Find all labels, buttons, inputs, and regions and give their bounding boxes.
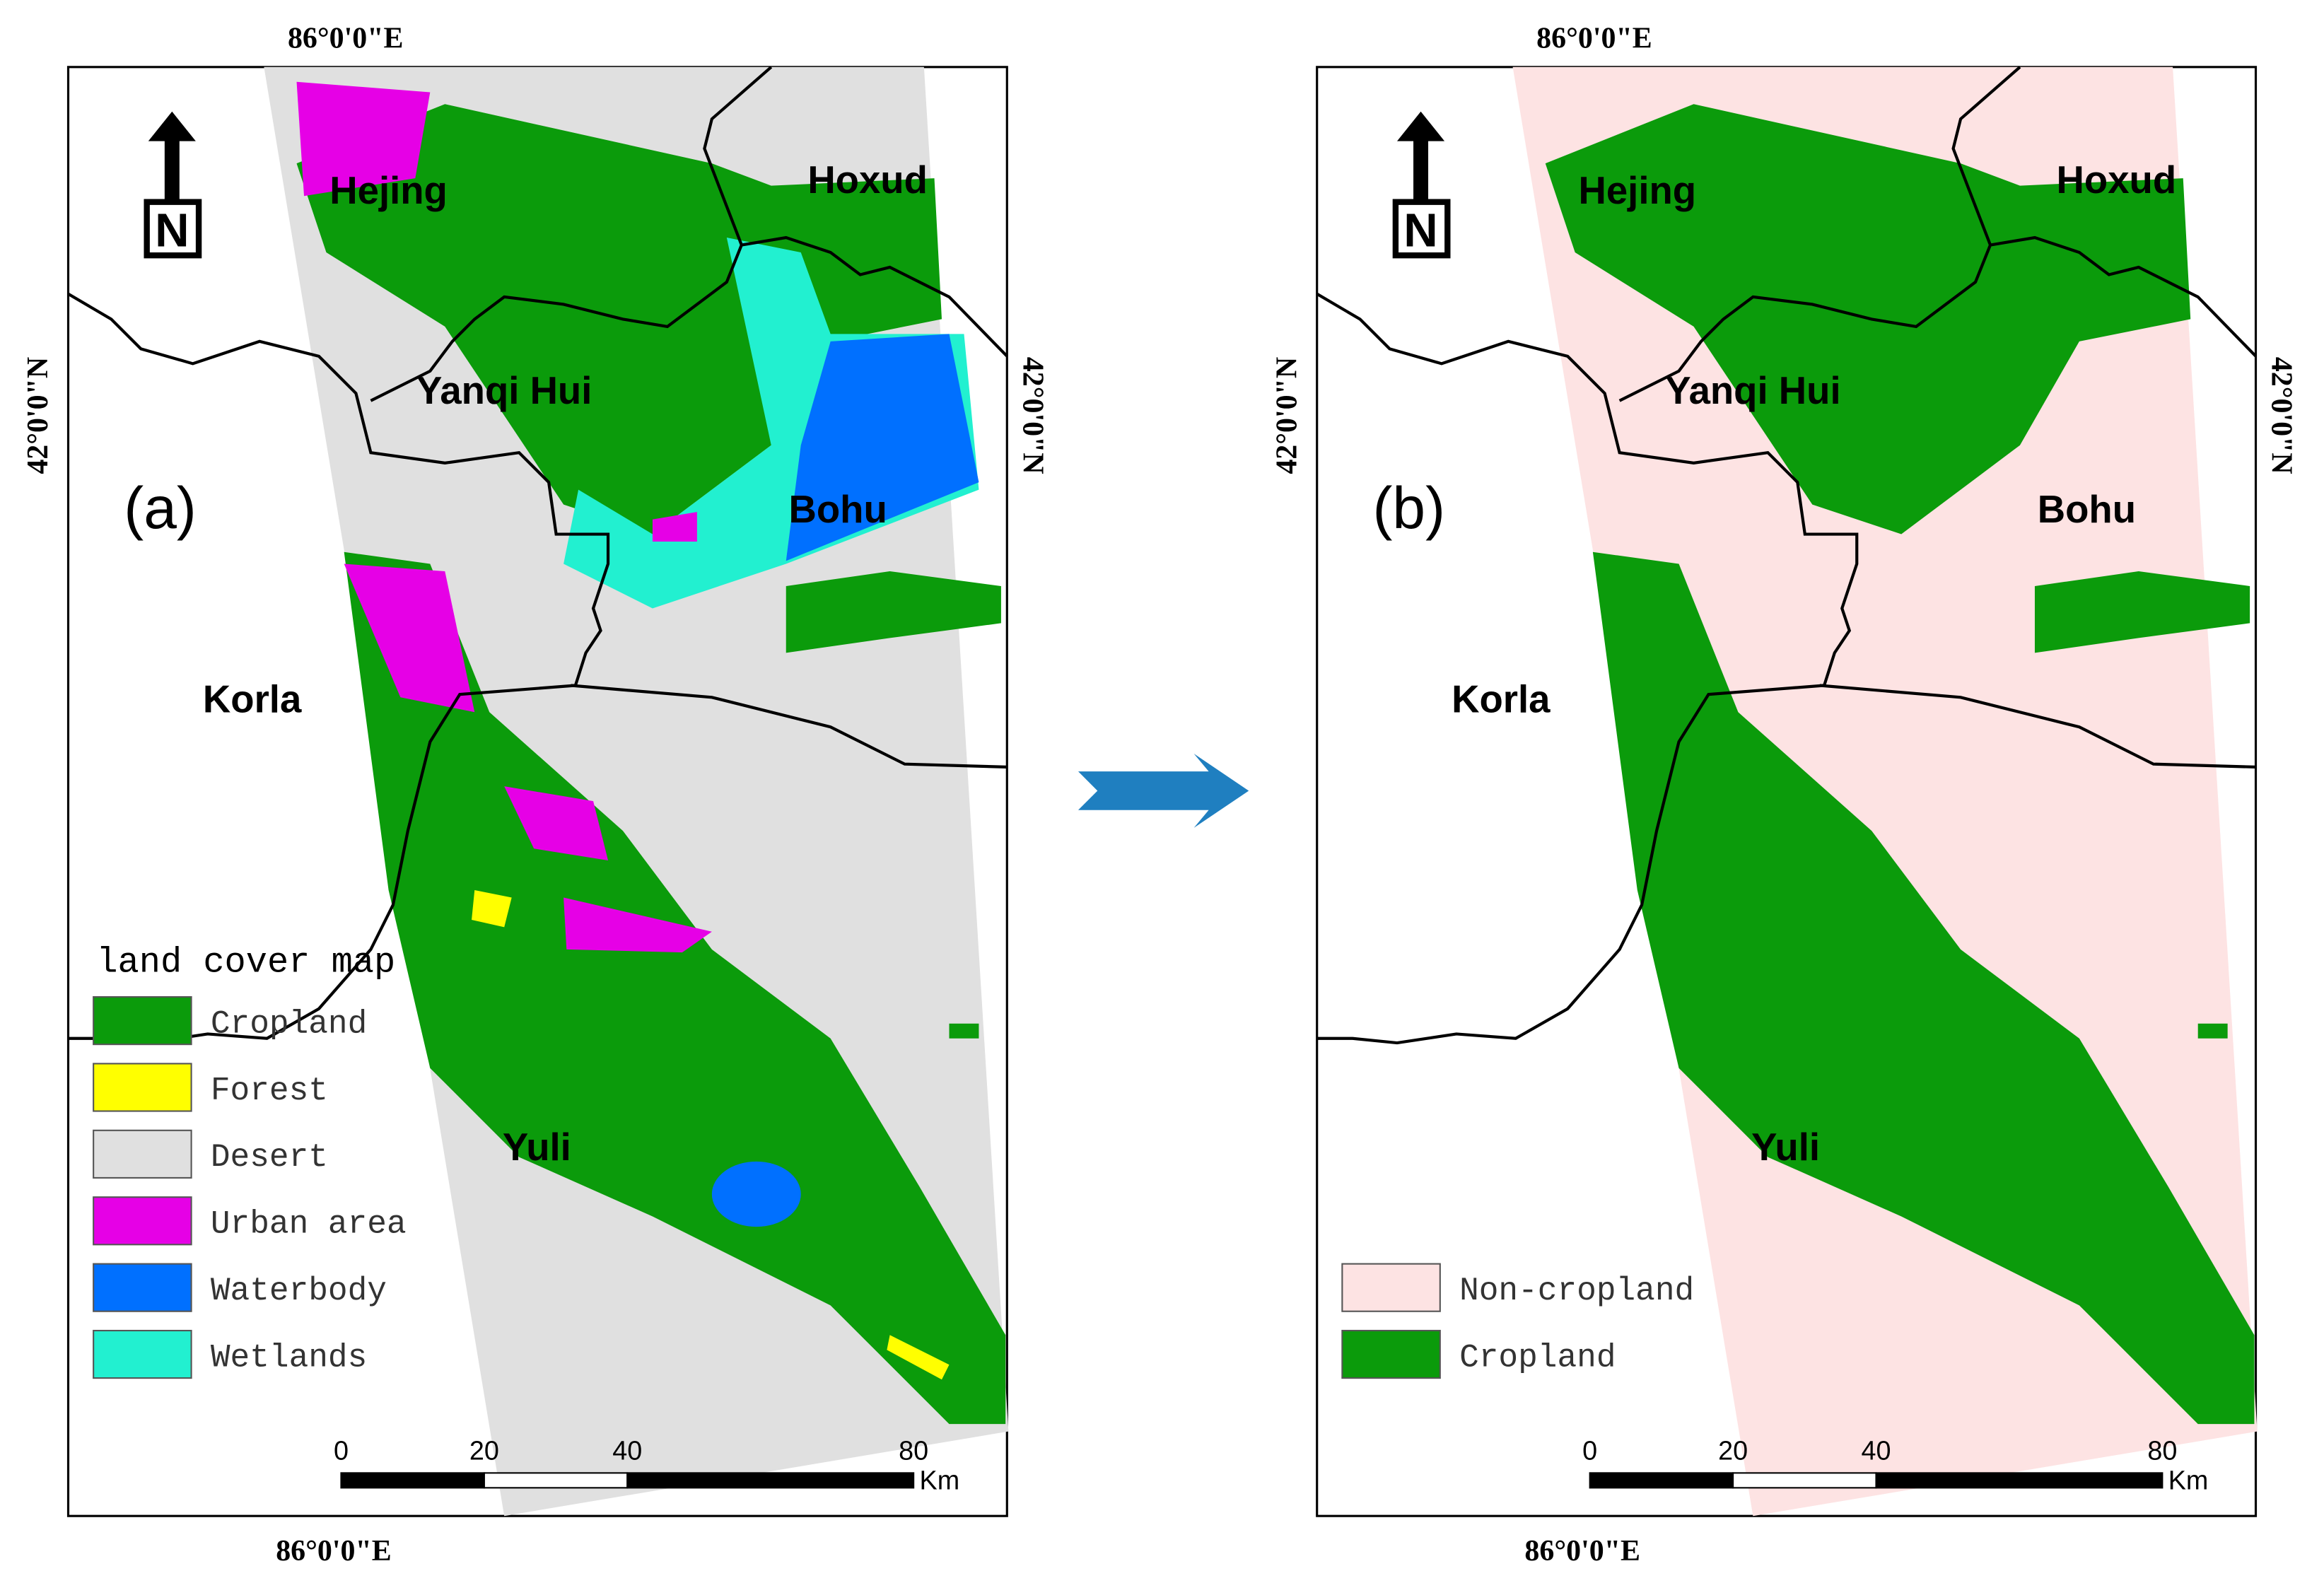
scale-tick-label: 20 [469,1435,499,1465]
legend-title: land cover map [96,942,395,983]
panel-b: (b) 86°0'0"E 86°0'0"E 42°0'0"N 42°0'0"N N Heji… [1271,23,2297,1568]
scale-segment [1589,1472,1734,1489]
legend-label: Urban area [211,1206,407,1243]
place-name: Bohu [2038,488,2136,531]
legend-swatch [1341,1263,1441,1312]
legend-swatch [93,1196,192,1246]
scale-tick-label: 0 [1582,1435,1597,1465]
scale-unit: Km [920,1465,960,1495]
lat-label: 42°0'0"N [1016,357,1049,474]
north-label: N [1403,204,1437,257]
legend-swatch [93,1263,192,1312]
scale-segment [626,1472,915,1489]
water [711,1161,801,1227]
scale-segment [1875,1472,2164,1489]
place-name: Hejing [1578,169,1696,212]
place-name: Bohu [789,488,887,531]
scale-tick-label: 20 [1718,1435,1748,1465]
arrow [1078,754,1249,828]
north-arrow [1396,111,1445,201]
legend-label: Non-cropland [1459,1273,1694,1309]
legend-label: Cropland [211,1005,367,1042]
place-name: Korla [1452,677,1551,720]
scale-tick-label: 80 [899,1435,928,1465]
lat-label: 42°0'0"N [22,357,54,474]
urban-areas [296,81,712,953]
scale-segment [340,1472,485,1489]
lon-label: 86°0'0"E [1524,1535,1640,1567]
legend-swatch [93,1063,192,1112]
panel-a: (a) 86°0'0"E 86°0'0"E 42°0'0"N 42°0'0"N N Heji… [22,23,1049,1568]
place-name: Korla [203,677,302,720]
legend-label: Desert [211,1139,328,1176]
legend-label: Wetlands [211,1339,367,1376]
scale-tick-label: 40 [1862,1435,1891,1465]
lon-label: 86°0'0"E [276,1535,392,1567]
place-name: Hoxud [2057,158,2177,201]
lat-label: 42°0'0"N [1271,357,1303,474]
legend-swatch [1341,1329,1441,1379]
place-name: Yuli [503,1126,571,1169]
forest-areas [472,889,950,1380]
place-name: Yanqi Hui [416,369,592,412]
lake [786,334,979,561]
lat-label: 42°0'0"N [2265,357,2298,474]
lon-label: 86°0'0"E [1536,23,1652,55]
north-box [144,199,202,259]
legend-label: Cropland [1459,1339,1616,1376]
place-name: Hoxud [807,158,928,201]
north-box [1392,199,1451,259]
place-name: Yuli [1751,1126,1820,1169]
legend-swatch [93,1329,192,1379]
north-label: N [155,204,189,257]
place-name: Hejing [329,169,448,212]
legend-label: Forest [211,1073,328,1109]
legend-swatch [93,995,192,1046]
panel-label: (b) [1372,474,1445,541]
scale-tick-label: 80 [2147,1435,2177,1465]
scale-segment [1732,1472,1877,1489]
north-arrow [148,111,196,201]
scale-unit: Km [2168,1465,2209,1495]
lon-label: 86°0'0"E [288,23,404,55]
legend-swatch [93,1129,192,1179]
panel-label: (a) [124,474,197,541]
scale-segment [483,1472,629,1489]
scale-tick-label: 0 [334,1435,349,1465]
place-name: Yanqi Hui [1665,369,1840,412]
scale-tick-label: 40 [612,1435,642,1465]
legend-label: Waterbody [211,1273,387,1309]
